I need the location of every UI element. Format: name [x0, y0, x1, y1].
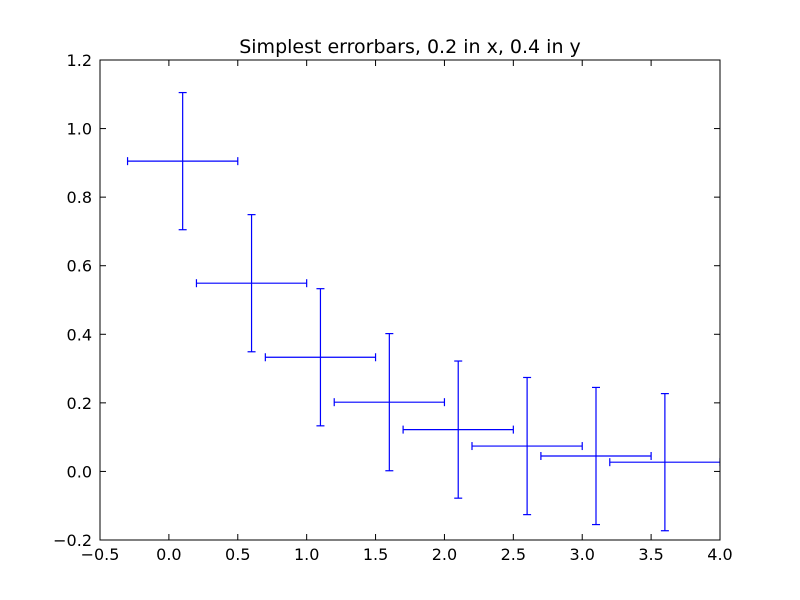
y-tick-label: 1.0 — [67, 120, 92, 139]
y-tick-label: 0.0 — [67, 462, 92, 481]
x-tick-label: 2.5 — [501, 545, 526, 564]
x-tick-label: 2.0 — [432, 545, 457, 564]
x-tick-label: 3.0 — [569, 545, 594, 564]
x-tick-label: 1.5 — [363, 545, 388, 564]
x-tick-label: 4.0 — [707, 545, 732, 564]
chart-title: Simplest errorbars, 0.2 in x, 0.4 in y — [239, 36, 581, 58]
errorbar-point — [609, 393, 720, 532]
axes-frame — [99, 59, 721, 541]
x-tick-label: −0.5 — [81, 545, 120, 564]
errorbar-point — [126, 91, 239, 231]
errorbar-point — [402, 360, 514, 499]
errorbar-point — [264, 288, 377, 427]
x-tick-label: 0.0 — [156, 545, 181, 564]
errorbar-marks — [126, 91, 720, 532]
errorbar-point — [540, 386, 652, 526]
errorbar-point — [471, 376, 583, 516]
y-tick-label: 0.8 — [67, 188, 92, 207]
y-tick-label: −0.2 — [53, 531, 92, 550]
y-tick-label: 0.6 — [67, 257, 92, 276]
errorbar-point — [195, 214, 308, 353]
errorbar-point — [333, 333, 446, 472]
y-tick-label: 0.2 — [67, 394, 92, 413]
x-tick-label: 3.5 — [638, 545, 663, 564]
plot-area — [126, 91, 720, 532]
y-tick-label: 0.4 — [67, 325, 92, 344]
axis-ticks: −0.5 0.0 0.5 1.0 1.5 2.0 2.5 3.0 3.5 4.0 −0.2 0.0 0.… — [53, 51, 733, 564]
y-tick-label: 1.2 — [67, 51, 92, 70]
x-tick-label: 0.5 — [225, 545, 250, 564]
x-tick-label: 1.0 — [294, 545, 319, 564]
